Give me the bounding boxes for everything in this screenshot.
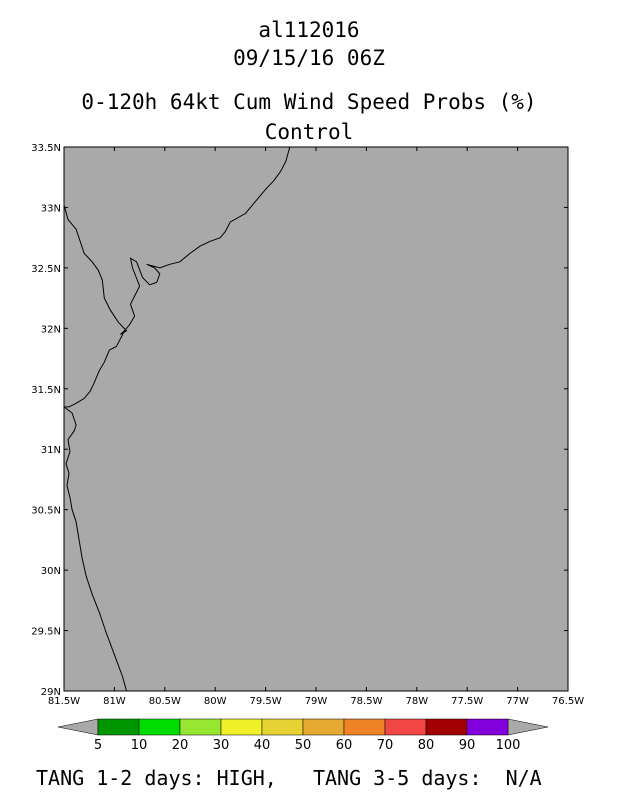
colorbar-label: 10 [131, 738, 148, 753]
colorbar-swatch [179, 718, 222, 736]
lat-tick-label: 32.5N [31, 264, 61, 275]
lat-tick-label: 33.5N [31, 143, 61, 154]
lat-tick-label: 32N [41, 324, 61, 335]
lon-tick-label: 77W [506, 696, 529, 707]
lon-tick-label: 79W [305, 696, 328, 707]
map-plot-area [64, 147, 568, 691]
colorbar-label: 5 [94, 738, 102, 753]
colorbar-label: 90 [459, 738, 476, 753]
lon-tick-label: 80.5W [149, 696, 181, 707]
colorbar-label: 70 [377, 738, 394, 753]
lat-tick-label: 29.5N [31, 627, 61, 638]
colorbar-right-arrow [507, 718, 549, 736]
lat-tick-label: 31N [41, 445, 61, 456]
longitude-ticks: 81.5W 81W 80.5W 80W 79.5W 79W 78.5W 78W 77.5W 77W… [48, 147, 584, 707]
lat-tick-label: 33N [41, 203, 61, 214]
colorbar-swatch [466, 718, 509, 736]
lat-tick-label: 30N [41, 566, 61, 577]
lon-tick-label: 81W [103, 696, 126, 707]
coastline-segment-2 [64, 330, 125, 408]
colorbar-label: 30 [213, 738, 230, 753]
colorbar-label: 100 [496, 738, 521, 753]
colorbar-swatch [302, 718, 345, 736]
lon-tick-label: 81.5W [48, 696, 80, 707]
colorbar-swatch [97, 718, 140, 736]
colorbar-swatch [343, 718, 386, 736]
colorbar-label: 40 [254, 738, 271, 753]
product-title: 0-120h 64kt Cum Wind Speed Probs (%) [81, 90, 537, 114]
lon-tick-label: 80W [204, 696, 227, 707]
lat-tick-label: 31.5N [31, 385, 61, 396]
colorbar-swatch [384, 718, 427, 736]
run-subtitle: Control [264, 120, 354, 144]
lon-tick-label: 76.5W [552, 696, 584, 707]
coastline-segment-3 [63, 406, 127, 692]
colorbar-swatch [261, 718, 304, 736]
lon-tick-label: 77.5W [451, 696, 483, 707]
latitude-ticks: 33.5N 33N 32.5N 32N 31.5N 31N 30.5N 30N 29.5N 29N [31, 143, 568, 698]
lon-tick-label: 78W [405, 696, 428, 707]
lat-tick-label: 29N [41, 687, 61, 698]
lon-tick-label: 78.5W [350, 696, 382, 707]
colorbar-label: 60 [336, 738, 353, 753]
colorbar-swatch [220, 718, 263, 736]
colorbar-label: 50 [295, 738, 312, 753]
datetime-title: 09/15/16 06Z [233, 46, 385, 70]
tang-footer: TANG 1-2 days: HIGH, TANG 3-5 days: N/A [36, 766, 542, 790]
colorbar-left-arrow [57, 718, 99, 736]
colorbar-label: 80 [418, 738, 435, 753]
coastline-layer [63, 146, 291, 692]
colorbar-label: 20 [172, 738, 189, 753]
colorbar-swatch [425, 718, 468, 736]
storm-id-title: al112016 [258, 18, 360, 42]
colorbar-swatch [138, 718, 181, 736]
lat-tick-label: 30.5N [31, 506, 61, 517]
lon-tick-label: 79.5W [250, 696, 282, 707]
colorbar-legend: 5 10 20 30 40 50 60 70 80 90 100 [57, 718, 549, 753]
coastline-segment-1 [63, 146, 291, 335]
